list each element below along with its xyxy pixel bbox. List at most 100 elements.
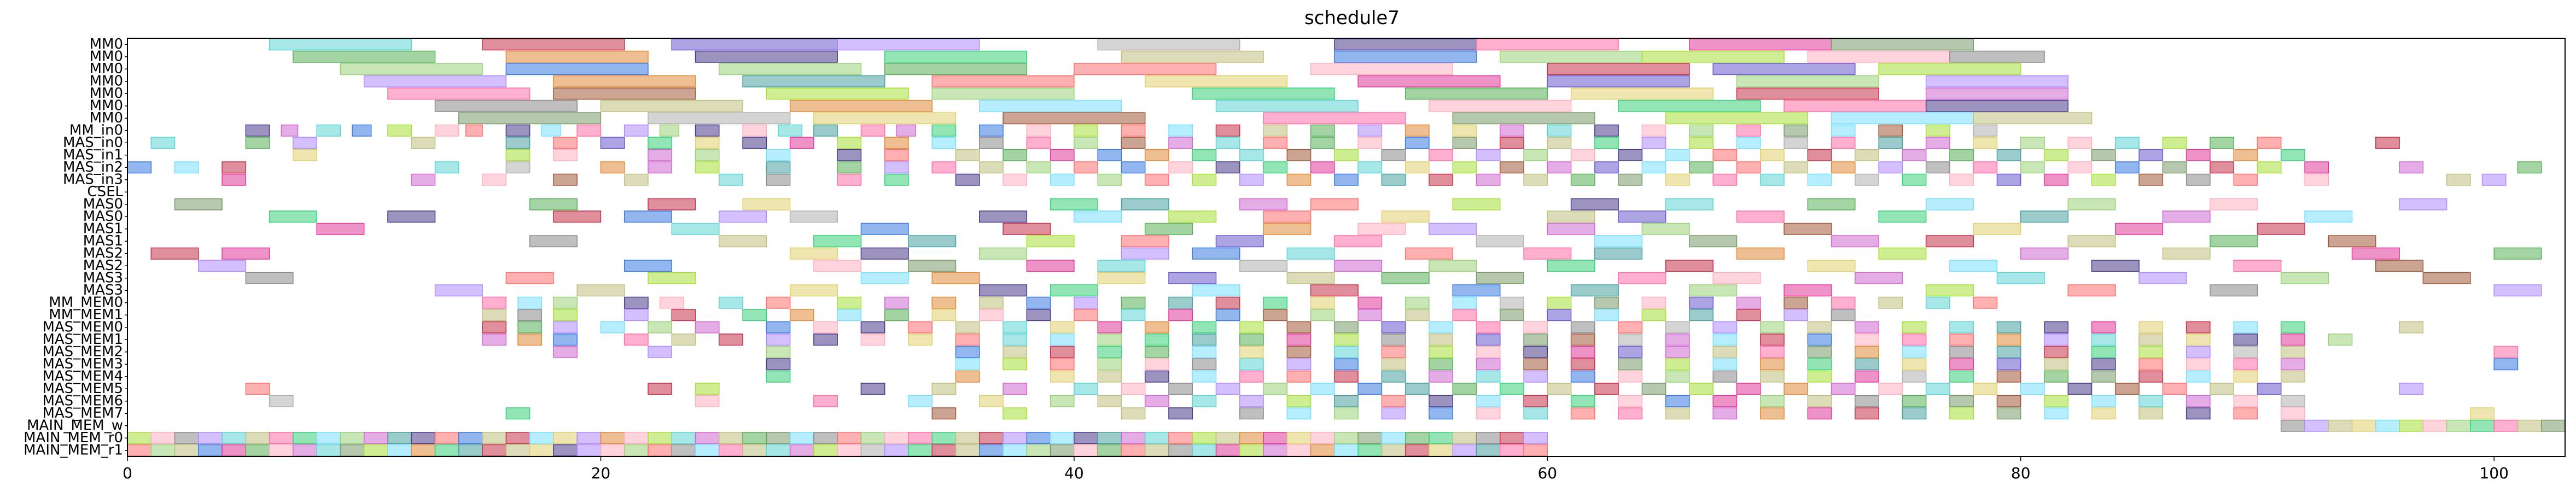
task-bar-348 [2493,247,2542,260]
task-bar-643 [1357,383,1383,395]
task-bar-271 [742,198,791,210]
task-bar-816 [576,444,602,456]
task-bar-706 [1476,407,1501,420]
task-bar-486 [1807,321,1832,333]
task-bar-258 [1949,173,1974,186]
task-bar-491 [2044,321,2069,333]
task-bar-691 [2091,395,2116,407]
task-bar-13 [1121,50,1264,63]
task-bar-217 [1925,161,1950,174]
task-bar-674 [1286,395,1312,407]
task-bar-375 [1618,272,1666,284]
task-bar-111 [600,137,625,149]
task-bar-767 [837,432,862,444]
task-bar-116 [837,137,862,149]
task-bar-602 [766,370,791,383]
task-bar-485 [1760,321,1785,333]
task-bar-646 [1500,383,1524,395]
task-bar-460 [553,321,578,333]
task-bar-487 [1855,321,1879,333]
chart-title: schedule7 [1304,7,1400,29]
task-bar-201 [1168,161,1193,174]
task-bar-630 [2280,370,2305,383]
task-bar-89 [1263,124,1288,137]
task-bar-476 [1334,321,1359,333]
task-bar-76 [695,124,720,137]
task-bar-189 [505,161,531,174]
task-bar-540 [766,345,791,358]
task-bar-135 [1736,137,1761,149]
task-bar-170 [1618,149,1643,161]
task-bar-529 [1949,333,1974,346]
task-bar-842 [1192,444,1217,456]
task-bar-556 [1665,345,1690,358]
task-bar-430 [517,309,543,321]
task-bar-494 [2185,321,2211,333]
task-bar-129 [1452,137,1477,149]
task-bar-410 [1121,296,1146,309]
task-bar-291 [1074,210,1122,223]
task-bar-790 [1381,432,1406,444]
task-bar-537 [2328,333,2353,346]
task-bar-471 [1097,321,1122,333]
task-bar-832 [955,444,980,456]
task-bar-242 [1192,173,1217,186]
task-bar-64 [245,124,270,137]
task-bar-520 [1523,333,1548,346]
task-bar-668 [979,395,1004,407]
task-bar-642 [1310,383,1335,395]
task-bar-515 [1286,333,1312,346]
task-bar-12 [884,50,1028,63]
task-bar-373 [1381,272,1430,284]
task-bar-659 [2115,383,2140,395]
task-bar-123 [1168,137,1193,149]
task-bar-198 [1026,161,1051,174]
task-bar-569 [2280,345,2305,358]
task-bar-91 [1357,124,1383,137]
task-bar-629 [2233,370,2258,383]
task-bar-223 [2210,161,2234,174]
task-bar-613 [1476,370,1501,383]
task-bar-774 [1003,432,1028,444]
task-bar-331 [2328,235,2376,248]
task-bar-279 [1807,198,1856,210]
task-bar-172 [1712,149,1738,161]
task-bar-67 [352,124,372,137]
task-bar-14 [1334,50,1477,63]
task-bar-214 [1784,161,1809,174]
task-bar-176 [1902,149,1927,161]
task-bar-403 [766,296,791,309]
task-bar-237 [955,173,980,186]
task-bar-262 [2138,173,2164,186]
task-bar-840 [1144,444,1169,456]
task-bar-478 [1429,321,1453,333]
task-bar-107 [293,137,317,149]
task-bar-327 [1831,235,1879,248]
task-bar-670 [1097,395,1122,407]
task-bar-241 [1144,173,1169,186]
task-bar-507 [908,333,933,346]
task-bar-735 [2517,419,2542,432]
task-bar-270 [648,198,696,210]
task-bar-62 [1831,112,1974,125]
task-bar-548 [1286,345,1312,358]
task-bar-793 [1452,432,1477,444]
task-bar-667 [908,395,933,407]
row-label-30: MAS_MEM7 [42,405,123,421]
task-bar-829 [884,444,909,456]
task-bar-838 [1097,444,1122,456]
task-bar-277 [1570,198,1619,210]
task-bar-133 [1641,137,1666,149]
task-bar-247 [1429,173,1453,186]
task-bar-131 [1547,137,1572,149]
task-bar-368 [860,272,909,284]
task-bar-1 [482,38,625,51]
task-bar-105 [150,137,176,149]
task-bar-43 [1570,87,1714,100]
task-bar-718 [2044,407,2069,420]
row-label-4: MM0 [90,85,123,102]
task-bar-480 [1523,321,1548,333]
task-bar-824 [766,444,791,456]
task-bar-559 [1807,345,1832,358]
task-bar-21 [719,63,862,75]
